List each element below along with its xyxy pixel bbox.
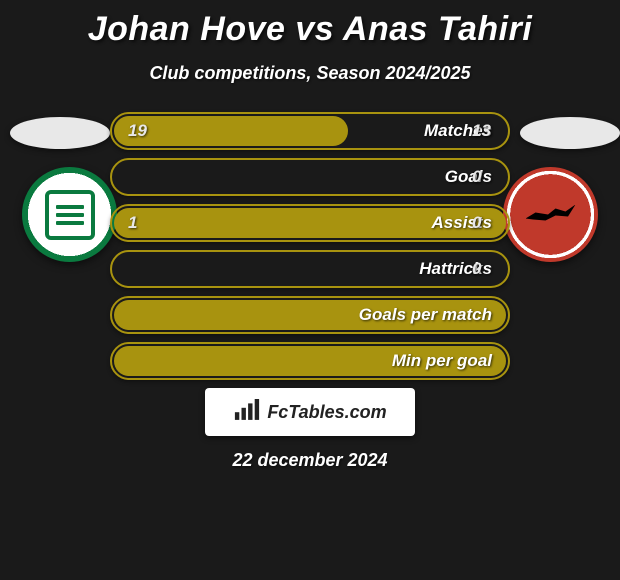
almere-badge-icon	[521, 199, 581, 231]
stats-container: 19Matches13 Goals0 1Assists0 Hattricks0 Goal…	[110, 112, 510, 380]
stat-row-goals-per-match: Goals per match	[110, 296, 510, 334]
subtitle: Club competitions, Season 2024/2025	[0, 49, 620, 112]
chart-icon	[233, 399, 261, 426]
stat-fill	[114, 116, 348, 146]
stat-value-right: 0	[472, 213, 492, 233]
player1-name: Johan Hove	[88, 10, 286, 48]
stat-value-right: 0	[472, 259, 492, 279]
footer-date: 22 december 2024	[0, 450, 620, 471]
player2-name: Anas Tahiri	[343, 10, 532, 48]
stat-row-hattricks: Hattricks0	[110, 250, 510, 288]
stat-label: Goals per match	[359, 305, 492, 325]
stat-value-right: 13	[472, 121, 492, 141]
stat-row-min-per-goal: Min per goal	[110, 342, 510, 380]
team-badge-left	[22, 167, 117, 262]
stat-row-goals: Goals0	[110, 158, 510, 196]
comparison-area: 19Matches13 Goals0 1Assists0 Hattricks0 Goal…	[0, 112, 620, 380]
stat-value-right: 0	[472, 167, 492, 187]
page-title: Johan Hove vs Anas Tahiri	[0, 0, 620, 49]
team-marker-left	[10, 117, 110, 149]
team-marker-right	[520, 117, 620, 149]
vs-separator: vs	[295, 10, 334, 48]
team-badge-right	[503, 167, 598, 262]
stat-row-assists: 1Assists0	[110, 204, 510, 242]
brand-badge[interactable]: FcTables.com	[205, 388, 415, 436]
stat-label: Min per goal	[392, 351, 492, 371]
brand-text: FcTables.com	[267, 402, 386, 423]
stat-value-left: 19	[128, 121, 148, 141]
stat-row-matches: 19Matches13	[110, 112, 510, 150]
groningen-badge-icon	[45, 190, 95, 240]
stat-value-left: 1	[128, 213, 148, 233]
